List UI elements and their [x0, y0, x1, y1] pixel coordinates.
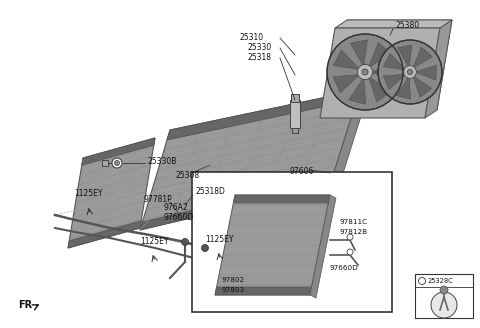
Polygon shape	[310, 195, 336, 298]
Circle shape	[440, 286, 448, 294]
Polygon shape	[369, 76, 391, 102]
Polygon shape	[413, 47, 432, 68]
Circle shape	[347, 249, 353, 255]
Polygon shape	[68, 138, 155, 248]
Text: 97802: 97802	[222, 277, 245, 283]
Polygon shape	[68, 221, 141, 248]
Polygon shape	[415, 65, 436, 80]
Circle shape	[181, 238, 189, 245]
Text: FR: FR	[18, 300, 32, 310]
Text: 25318D: 25318D	[195, 188, 225, 196]
Bar	[415, 274, 473, 318]
Text: 97812B: 97812B	[340, 229, 368, 235]
Polygon shape	[330, 90, 368, 189]
Text: 97660D: 97660D	[330, 265, 359, 271]
Bar	[290, 100, 300, 128]
Polygon shape	[333, 74, 360, 93]
Bar	[192, 172, 392, 312]
Text: 976A2: 976A2	[163, 202, 188, 212]
Polygon shape	[233, 195, 330, 203]
Text: 97811C: 97811C	[340, 219, 368, 225]
Polygon shape	[397, 45, 412, 67]
Text: 1125EY: 1125EY	[74, 190, 103, 198]
Text: 97781P: 97781P	[143, 195, 172, 204]
Bar	[102, 160, 108, 166]
Polygon shape	[140, 177, 332, 230]
Text: 25328C: 25328C	[428, 278, 454, 284]
Text: 25310: 25310	[240, 32, 264, 42]
Bar	[292, 128, 298, 133]
Circle shape	[419, 277, 425, 284]
Circle shape	[327, 34, 403, 110]
Polygon shape	[332, 20, 452, 110]
Polygon shape	[384, 53, 406, 70]
Polygon shape	[371, 64, 396, 82]
Text: 1125EY: 1125EY	[140, 237, 168, 247]
Text: 25330B: 25330B	[147, 157, 176, 167]
Circle shape	[115, 160, 120, 166]
Circle shape	[358, 64, 372, 80]
Polygon shape	[215, 195, 330, 295]
Bar	[291, 94, 299, 102]
Text: 97606: 97606	[290, 168, 314, 176]
Polygon shape	[167, 90, 360, 140]
Circle shape	[362, 69, 368, 75]
Circle shape	[404, 66, 416, 78]
Circle shape	[347, 234, 353, 240]
Polygon shape	[413, 76, 432, 97]
Polygon shape	[349, 77, 366, 104]
Polygon shape	[425, 20, 452, 118]
Circle shape	[408, 70, 413, 74]
Polygon shape	[396, 77, 411, 99]
Text: 25318: 25318	[248, 52, 272, 62]
Polygon shape	[369, 43, 392, 68]
Polygon shape	[335, 20, 452, 28]
Text: 97803: 97803	[222, 287, 245, 293]
Polygon shape	[82, 138, 155, 165]
Circle shape	[431, 292, 457, 318]
Circle shape	[378, 40, 442, 104]
Polygon shape	[215, 287, 312, 295]
Circle shape	[112, 158, 122, 168]
Polygon shape	[320, 28, 440, 118]
Text: 25330: 25330	[248, 43, 272, 51]
Polygon shape	[333, 50, 360, 70]
Circle shape	[202, 244, 208, 252]
Polygon shape	[140, 90, 360, 230]
Text: 25380: 25380	[395, 20, 419, 30]
Text: 1125EY: 1125EY	[205, 236, 233, 244]
Text: 25308: 25308	[176, 171, 200, 179]
Polygon shape	[350, 40, 367, 67]
Text: 97660D: 97660D	[163, 214, 193, 222]
Polygon shape	[383, 74, 406, 90]
